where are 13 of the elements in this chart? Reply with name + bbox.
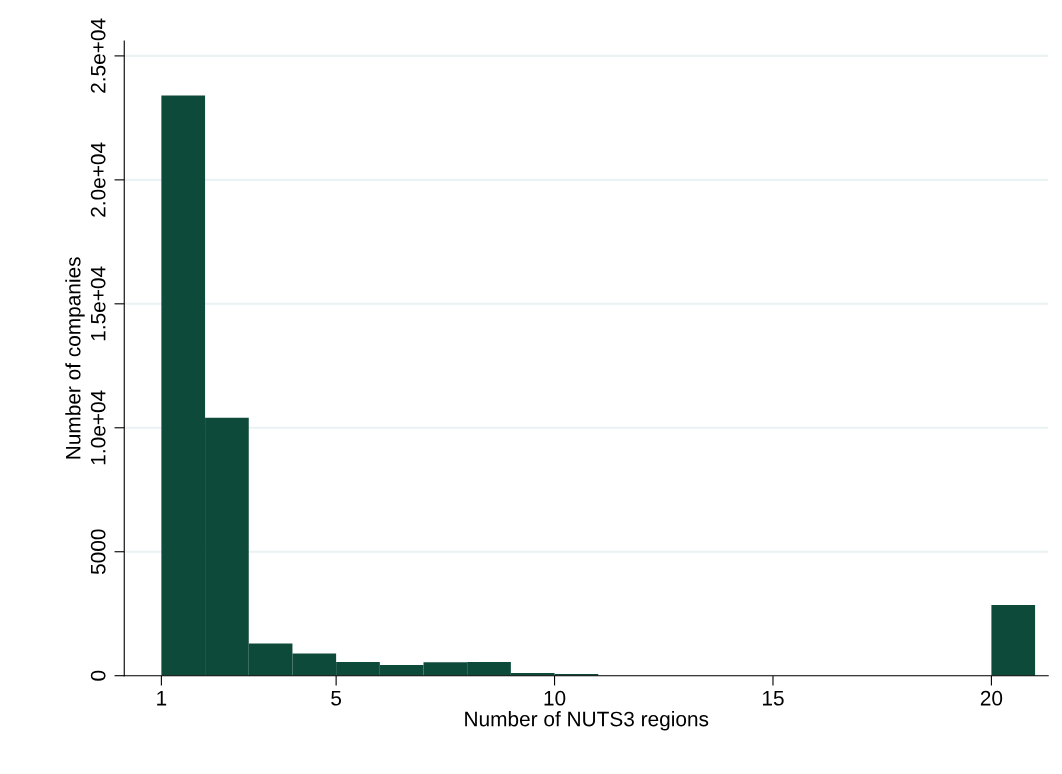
x-tick-label: 5 — [331, 691, 342, 706]
x-tick-label: 10 — [544, 690, 566, 706]
y-tick-label: 2.5e+04 — [90, 18, 106, 93]
y-tick-label: 2.0e+04 — [90, 142, 106, 217]
y-tick-label: 5000 — [90, 529, 106, 575]
y-axis-title: Number of companies — [65, 257, 85, 459]
x-axis-title: Number of NUTS3 regions — [465, 711, 709, 731]
x-tick-label: 20 — [980, 690, 1003, 706]
y-tick-label: 1.0e+04 — [90, 390, 106, 465]
y-tick-label: 1.5e+04 — [90, 266, 106, 341]
y-tick-label: 0 — [90, 670, 106, 681]
x-tick-label: 15 — [762, 691, 784, 706]
x-tick-label: 1 — [157, 691, 167, 706]
